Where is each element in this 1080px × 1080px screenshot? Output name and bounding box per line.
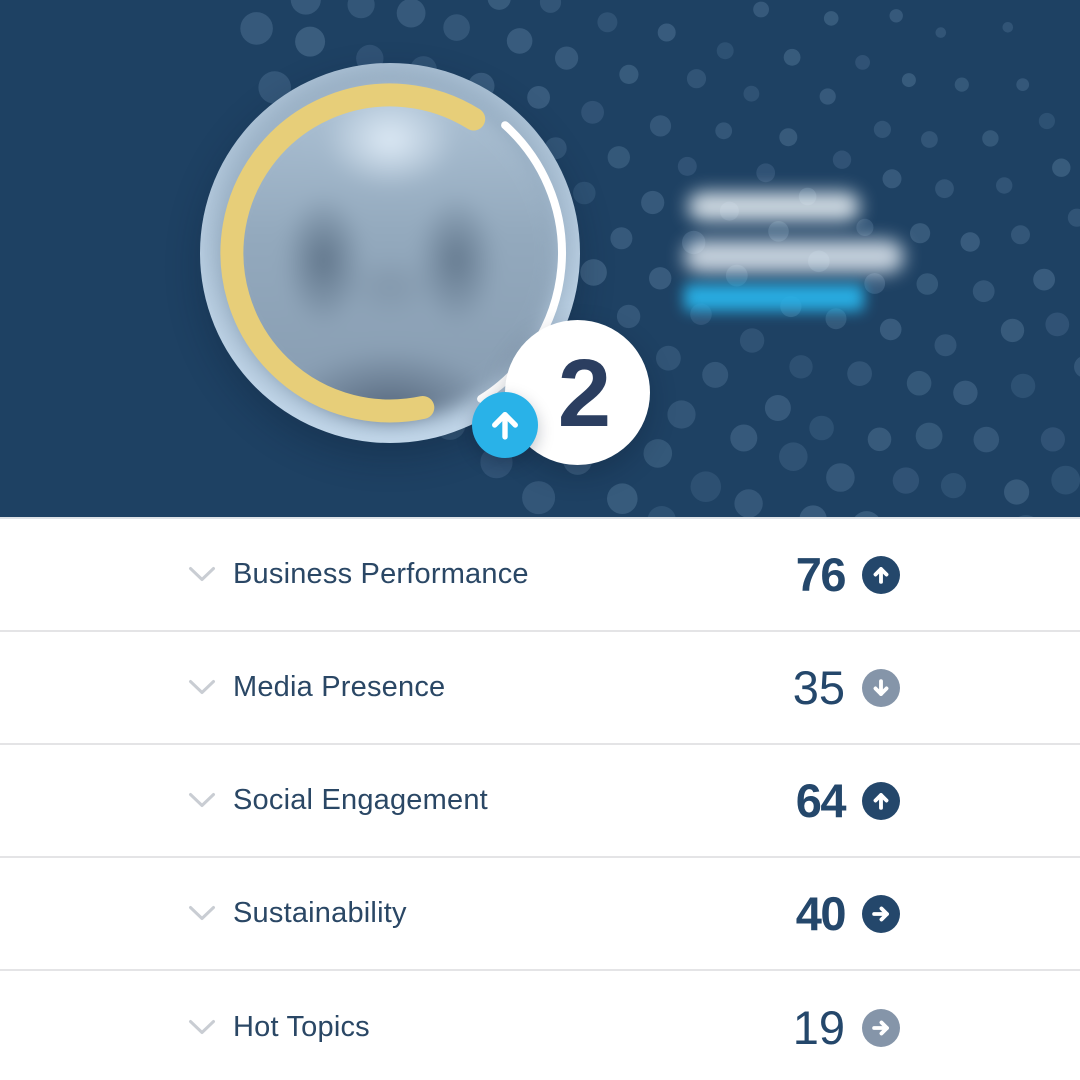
trend-badge [862,894,900,933]
metric-row[interactable]: Hot Topics 19 [0,971,1080,1080]
trend-badge [862,781,900,820]
metric-value: 35 [792,661,845,714]
rank-value: 2 [557,339,612,447]
metric-row[interactable]: Media Presence 35 [0,632,1080,745]
chevron-down-icon[interactable] [188,679,216,696]
chevron-down-icon[interactable] [188,1019,216,1036]
arrow-up-icon [492,412,518,440]
metric-score: 64 [753,773,900,828]
metric-value: 40 [795,887,847,940]
metric-score: 35 [753,660,900,715]
metric-score: 76 [753,547,900,602]
rank-badge: 2 [505,320,650,465]
metric-row[interactable]: Social Engagement 64 [0,745,1080,858]
arrow-up-icon [873,566,889,584]
trend-badge [862,1008,900,1047]
metric-label: Hot Topics [233,1011,370,1043]
metric-label: Media Presence [233,671,446,703]
arrow-up-icon [873,792,889,810]
metric-score: 40 [753,886,900,941]
arrow-right-icon [872,906,889,921]
trend-badge [862,668,900,707]
rank-trend-badge [472,392,538,458]
metric-value: 19 [792,1001,845,1054]
metric-label: Business Performance [233,558,529,590]
chevron-down-icon[interactable] [188,792,216,809]
avatar [200,63,580,443]
metric-value: 64 [795,774,847,827]
metric-row[interactable]: Business Performance 76 [0,519,1080,632]
trend-badge [862,555,900,594]
profile-header: 2 [0,0,1080,517]
metric-label: Social Engagement [233,784,488,816]
redacted-link-line [684,284,864,311]
chevron-down-icon[interactable] [188,905,216,922]
redacted-title-line [684,240,904,273]
redacted-name-line [688,192,860,221]
metric-value: 76 [795,548,847,601]
arrow-right-icon [872,1020,889,1035]
metrics-list: Business Performance 76 Media Presence 35 So… [0,519,1080,1080]
gold-progress-arc [220,83,486,423]
metric-score: 19 [753,1000,900,1055]
metric-row[interactable]: Sustainability 40 [0,858,1080,971]
chevron-down-icon[interactable] [188,566,216,583]
arrow-down-icon [873,678,889,696]
metric-label: Sustainability [233,897,407,929]
